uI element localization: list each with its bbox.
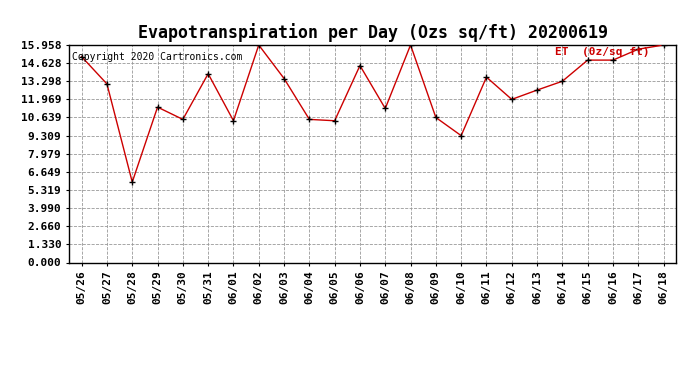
Title: Evapotranspiration per Day (Ozs sq/ft) 20200619: Evapotranspiration per Day (Ozs sq/ft) 2… <box>137 23 608 42</box>
Text: Copyright 2020 Cartronics.com: Copyright 2020 Cartronics.com <box>72 51 242 62</box>
Text: ET  (0z/sq ft): ET (0z/sq ft) <box>555 47 649 57</box>
